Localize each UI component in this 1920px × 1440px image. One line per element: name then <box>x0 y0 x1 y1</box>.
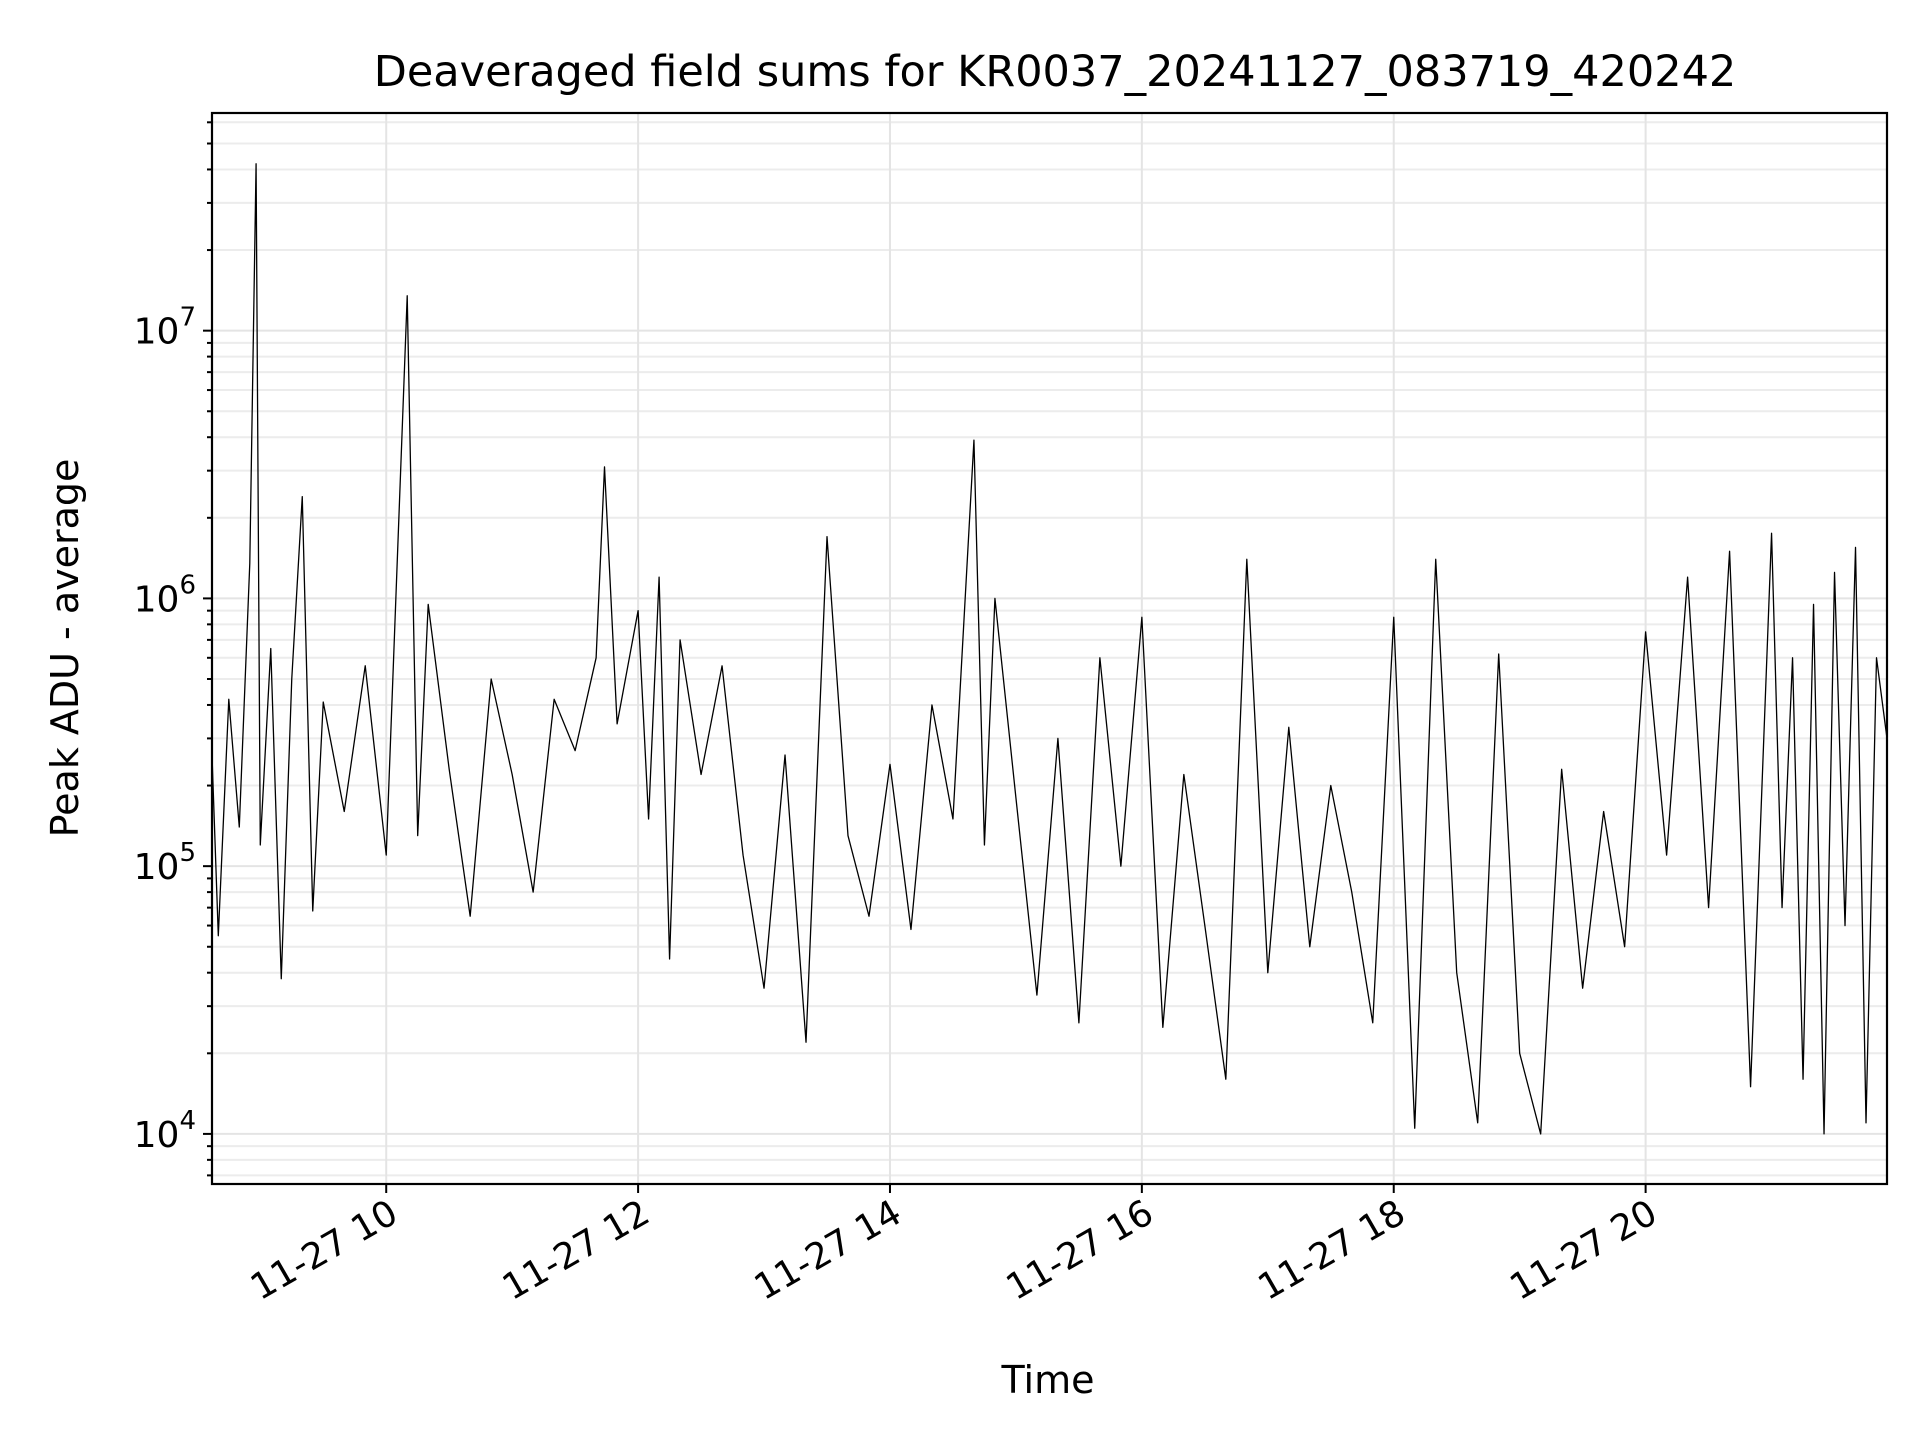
y-tick-label: 104 <box>134 1106 196 1156</box>
series-line <box>211 163 1888 1135</box>
y-tick-label-base: 10 <box>134 847 180 888</box>
y-axis-label: Peak ADU - average <box>43 459 87 838</box>
plot-series <box>211 163 1888 1135</box>
grid <box>212 113 1887 1184</box>
y-tick-label: 106 <box>134 570 196 620</box>
y-tick-label-exponent: 5 <box>179 838 196 868</box>
y-tick-label: 105 <box>134 838 196 888</box>
y-tick-label-exponent: 6 <box>179 570 196 600</box>
y-tick-label-base: 10 <box>134 1115 180 1156</box>
y-tick-label-base: 10 <box>134 312 180 353</box>
x-axis-label: Time <box>1001 1358 1095 1402</box>
y-tick-label-exponent: 7 <box>179 303 196 333</box>
y-tick-label: 107 <box>134 303 196 353</box>
chart-title: Deaveraged field sums for KR0037_2024112… <box>374 47 1737 97</box>
y-tick-label-exponent: 4 <box>179 1106 196 1136</box>
y-tick-label-base: 10 <box>134 579 180 620</box>
plot-frame <box>210 111 1889 1186</box>
